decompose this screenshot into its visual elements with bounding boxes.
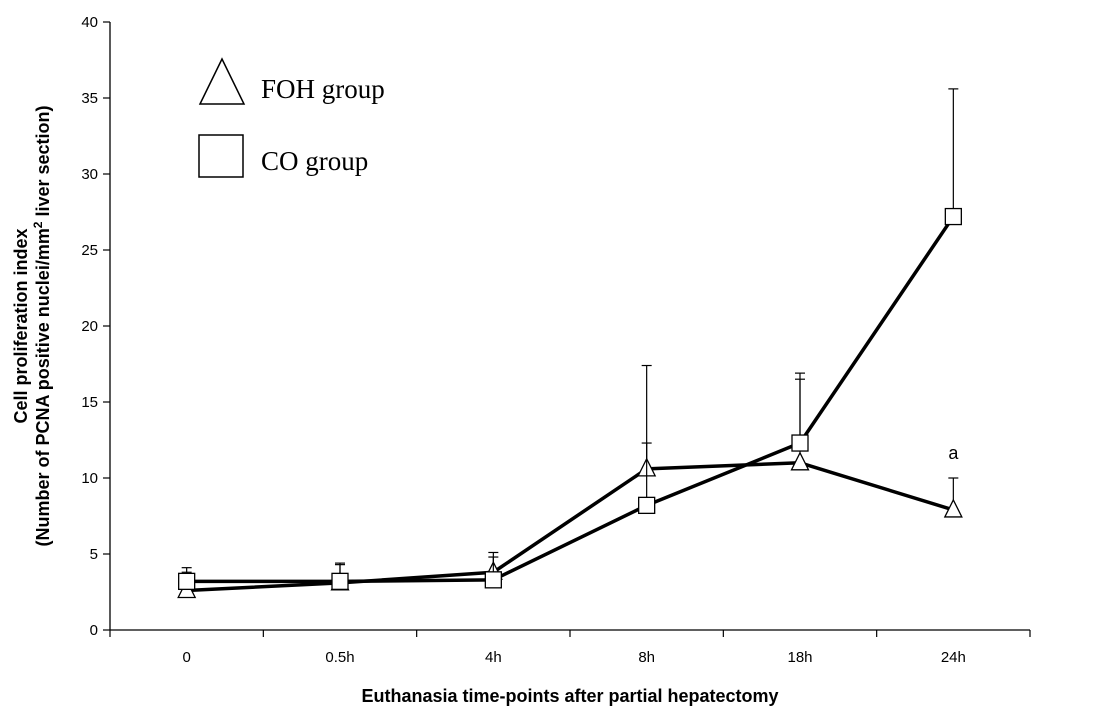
series-square [178, 88, 962, 591]
y-tick-label: 0 [90, 622, 98, 639]
square-marker [638, 496, 656, 515]
x-tick-label: 8h [638, 649, 655, 666]
x-tick-label: 0.5h [325, 649, 354, 666]
axes: 0 5 10 15 20 25 30 35 40 0 0.5h 4h 8h 18h 24h [81, 14, 1031, 666]
legend-label-foh: FOH group [261, 74, 385, 104]
square-marker [791, 434, 809, 452]
y-axis-title-line2-end: liver section) [33, 105, 53, 221]
y-axis-title-line2-main: (Number of PCNA positive nuclei/mm [33, 228, 53, 546]
triangle-marker [943, 498, 963, 518]
x-tick-label: 4h [485, 649, 502, 666]
y-ticks: 0 5 10 15 20 25 30 35 40 [81, 14, 110, 639]
x-ticks: 0 0.5h 4h 8h 18h 24h [109, 630, 1031, 666]
triangle-marker [790, 451, 810, 471]
legend: FOH group CO group [198, 57, 385, 178]
y-axis-title-superscript: 2 [31, 221, 45, 228]
x-axis-title: Euthanasia time-points after partial hep… [361, 686, 778, 706]
series-layer [177, 88, 963, 599]
legend-item-foh: FOH group [198, 57, 385, 105]
y-axis-title-line1: Cell proliferation index [11, 228, 31, 423]
legend-triangle-icon [198, 57, 246, 105]
square-marker [484, 571, 502, 589]
y-axis-title: Cell proliferation index (Number of PCNA… [11, 105, 53, 546]
square-marker [944, 207, 962, 226]
legend-item-co: CO group [198, 134, 368, 178]
y-tick-label: 10 [81, 470, 98, 487]
legend-label-co: CO group [261, 146, 368, 176]
y-tick-label: 5 [90, 546, 98, 563]
square-marker [178, 572, 196, 591]
x-tick-label: 0 [182, 649, 190, 666]
y-tick-label: 20 [81, 318, 98, 335]
y-tick-label: 25 [81, 242, 98, 259]
x-tick-label: 18h [787, 649, 812, 666]
series-line [186, 461, 954, 593]
y-tick-label: 35 [81, 90, 98, 107]
y-tick-label: 15 [81, 394, 98, 411]
y-tick-label: 40 [81, 14, 98, 31]
series-triangle [177, 378, 963, 599]
y-tick-label: 30 [81, 166, 98, 183]
x-tick-label: 24h [941, 649, 966, 666]
y-axis-title-line2: (Number of PCNA positive nuclei/mm2 live… [31, 105, 53, 546]
square-marker [331, 572, 349, 591]
series-line [186, 215, 955, 584]
legend-square-icon [198, 134, 244, 178]
significance-annotation: a [948, 443, 959, 463]
